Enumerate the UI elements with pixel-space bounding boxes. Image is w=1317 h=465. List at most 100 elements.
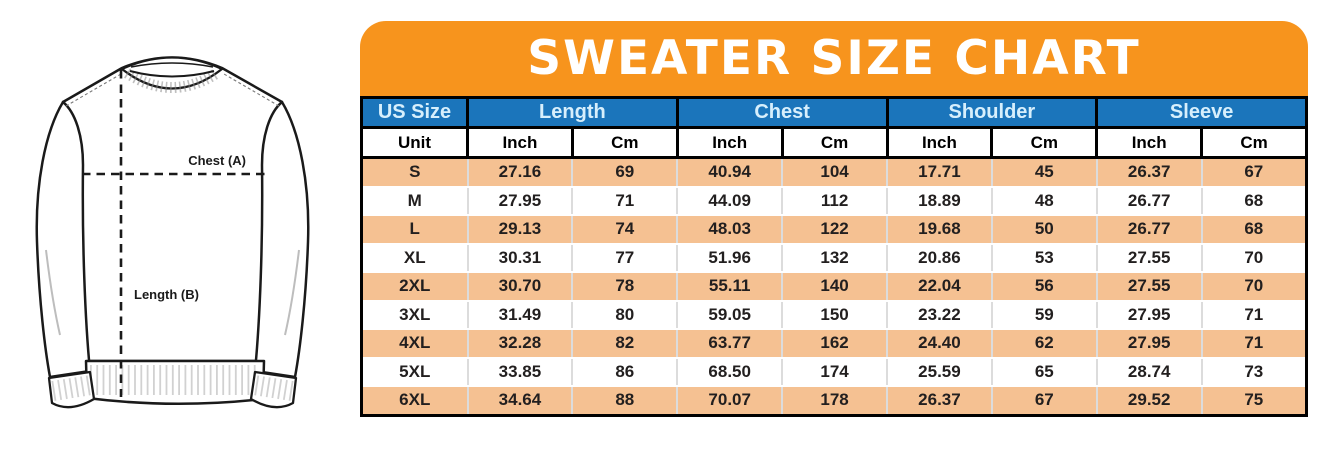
measurement-cell: 74 [571, 214, 679, 245]
measurement-cell: 71 [1200, 299, 1307, 330]
chart-panel: SWEATER SIZE CHART US Size Length Chest … [360, 21, 1308, 417]
unit-chest-inch: Inch [675, 126, 784, 159]
col-header-chest: Chest [675, 96, 889, 129]
measurement-cell: 68 [1200, 185, 1307, 216]
table-row-s: S 27.16 69 40.94 104 17.71 45 26.37 67 [361, 156, 1307, 188]
measurement-cell: 50 [990, 214, 1098, 245]
unit-sleeve-cm: Cm [1200, 126, 1308, 159]
left-cuff-ribbing [51, 375, 93, 401]
right-sleeve-crease [284, 249, 300, 336]
right-cuff [249, 370, 298, 409]
measurement-cell: 70 [1200, 271, 1307, 302]
measurement-cell: 24.40 [886, 328, 993, 359]
measurement-cell: 25.59 [886, 356, 993, 387]
col-header-sleeve: Sleeve [1095, 96, 1308, 129]
size-table: US Size Length Chest Shoulder Sleeve Uni… [360, 96, 1308, 417]
measurement-cell: 140 [781, 271, 888, 302]
measurement-cell: 73 [1200, 356, 1307, 387]
size-cell: XL [361, 242, 469, 273]
measurement-cell: 63.77 [676, 328, 784, 359]
chest-label: Chest (A) [188, 153, 246, 168]
measurement-cell: 71 [571, 185, 679, 216]
measurement-cell: 62 [990, 328, 1098, 359]
measurement-cell: 150 [781, 299, 888, 330]
size-cell: S [361, 156, 469, 188]
measurement-cell: 162 [781, 328, 888, 359]
collar-inner-line-2 [129, 70, 215, 78]
measurement-cell: 27.95 [466, 185, 574, 216]
measurement-cell: 29.52 [1095, 385, 1203, 416]
measurement-cell: 59.05 [676, 299, 784, 330]
measurement-cell: 20.86 [886, 242, 993, 273]
measurement-cell: 78 [571, 271, 679, 302]
measurement-cell: 26.77 [1095, 214, 1203, 245]
size-cell: L [361, 214, 469, 245]
measurement-cell: 69 [571, 156, 679, 188]
table-row-xl: XL 30.31 77 51.96 132 20.86 53 27.55 70 [361, 242, 1307, 273]
measurement-cell: 27.55 [1095, 271, 1203, 302]
measurement-cell: 27.16 [466, 156, 574, 188]
measurement-cell: 27.55 [1095, 242, 1203, 273]
measurement-cell: 31.49 [466, 299, 574, 330]
measurement-cell: 174 [781, 356, 888, 387]
unit-shoulder-inch: Inch [885, 126, 994, 159]
measurement-cell: 65 [990, 356, 1098, 387]
measurement-cell: 27.95 [1095, 328, 1203, 359]
measurement-cell: 55.11 [676, 271, 784, 302]
measurement-cell: 19.68 [886, 214, 993, 245]
left-sleeve [35, 100, 92, 379]
col-header-us-size: US Size [360, 96, 469, 129]
title-banner: SWEATER SIZE CHART [360, 21, 1308, 96]
measurement-cell: 70.07 [676, 385, 784, 416]
table-row-6xl: 6XL 34.64 88 70.07 178 26.37 67 29.52 75 [361, 385, 1307, 416]
measurement-cell: 80 [571, 299, 679, 330]
measurement-cell: 30.31 [466, 242, 574, 273]
measurement-cell: 27.95 [1095, 299, 1203, 330]
hem-band [84, 359, 266, 405]
size-cell: 4XL [361, 328, 469, 359]
table-row-5xl: 5XL 33.85 86 68.50 174 25.59 65 28.74 73 [361, 356, 1307, 387]
group-header-row: US Size Length Chest Shoulder Sleeve [360, 96, 1308, 129]
measurement-cell: 132 [781, 242, 888, 273]
measurement-cell: 23.22 [886, 299, 993, 330]
right-sleeve [253, 100, 310, 379]
page-title: SWEATER SIZE CHART [527, 31, 1141, 86]
table-row-l: L 29.13 74 48.03 122 19.68 50 26.77 68 [361, 214, 1307, 245]
unit-header-row: Unit Inch Cm Inch Cm Inch Cm Inch Cm [360, 126, 1308, 159]
measurement-cell: 30.70 [466, 271, 574, 302]
unit-chest-cm: Cm [780, 126, 889, 159]
measurement-cell: 29.13 [466, 214, 574, 245]
measurement-cell: 75 [1200, 385, 1307, 416]
measurement-cell: 44.09 [676, 185, 784, 216]
unit-shoulder-cm: Cm [990, 126, 1099, 159]
measurement-cell: 17.71 [886, 156, 993, 188]
measurement-cell: 86 [571, 356, 679, 387]
size-cell: M [361, 185, 469, 216]
sweater-diagram: Chest (A) Length (B) [35, 56, 310, 409]
measurement-cell: 68 [1200, 214, 1307, 245]
measurement-cell: 88 [571, 385, 679, 416]
col-header-length: Length [466, 96, 679, 129]
measurement-cell: 26.77 [1095, 185, 1203, 216]
size-cell: 3XL [361, 299, 469, 330]
measurement-cell: 104 [781, 156, 888, 188]
measurement-cell: 33.85 [466, 356, 574, 387]
measurement-cell: 122 [781, 214, 888, 245]
unit-label: Unit [360, 126, 469, 159]
measurement-cell: 48 [990, 185, 1098, 216]
unit-length-inch: Inch [466, 126, 574, 159]
measurement-cell: 70 [1200, 242, 1307, 273]
size-cell: 6XL [361, 385, 469, 416]
length-label: Length (B) [134, 287, 199, 302]
measurement-cell: 56 [990, 271, 1098, 302]
measurement-cell: 67 [1200, 156, 1307, 188]
measurement-cell: 32.28 [466, 328, 574, 359]
sweater-body-outline [61, 56, 284, 363]
measurement-cell: 28.74 [1095, 356, 1203, 387]
measurement-cell: 22.04 [886, 271, 993, 302]
left-sleeve-crease [45, 249, 61, 336]
col-header-shoulder: Shoulder [885, 96, 1099, 129]
measurement-cell: 59 [990, 299, 1098, 330]
measurement-cell: 112 [781, 185, 888, 216]
